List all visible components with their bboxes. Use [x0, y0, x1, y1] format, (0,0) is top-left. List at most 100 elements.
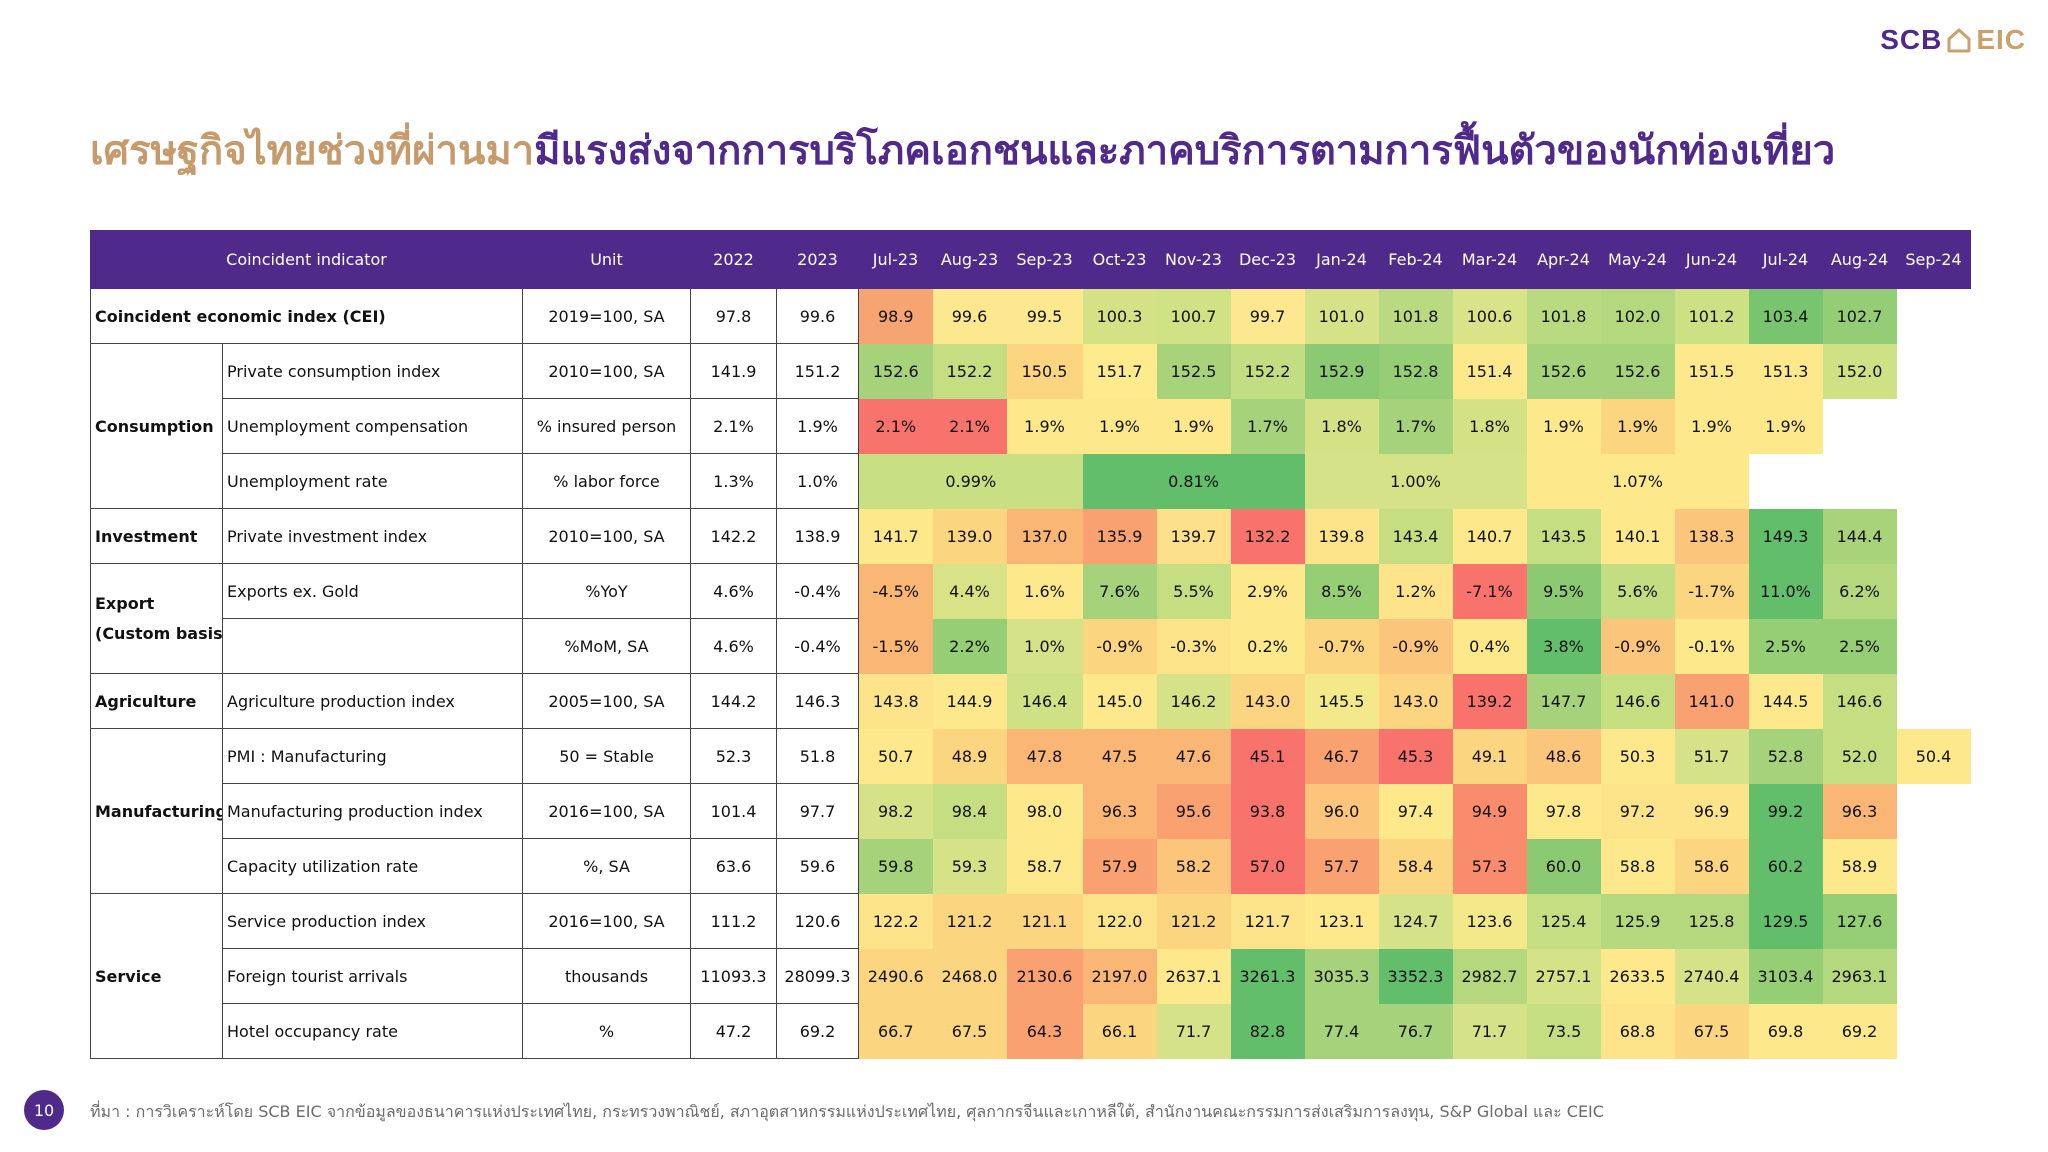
- year-cell: 1.0%: [776, 453, 859, 509]
- month-value-cell: 123.1: [1304, 893, 1379, 949]
- month-value-cell: 45.1: [1230, 728, 1305, 784]
- month-value-cell: 144.9: [932, 673, 1007, 729]
- month-value-cell: 1.9%: [1748, 398, 1823, 454]
- month-value-cell: 94.9: [1452, 783, 1527, 839]
- month-value-cell: 139.8: [1304, 508, 1379, 564]
- month-value-cell: 99.2: [1748, 783, 1823, 839]
- month-value-cell: 129.5: [1748, 893, 1823, 949]
- month-value-cell: 1.2%: [1378, 563, 1453, 619]
- header-month: Nov-23: [1156, 230, 1231, 289]
- indicator-cell: Manufacturing production index: [222, 783, 523, 839]
- month-value-cell: 96.0: [1304, 783, 1379, 839]
- source-note: ที่มา : การวิเคราะห์โดย SCB EIC จากข้อมู…: [90, 1102, 1604, 1121]
- quarter-cell: 0.99%: [858, 453, 1083, 509]
- month-value-cell: 139.2: [1452, 673, 1527, 729]
- month-value-cell: 102.0: [1600, 288, 1675, 344]
- month-value-cell: -0.9%: [1378, 618, 1453, 674]
- year-cell: 11093.3: [690, 948, 777, 1004]
- month-value-cell: 125.8: [1674, 893, 1749, 949]
- indicator-cell: Unemployment rate: [222, 453, 523, 509]
- category-cell: Service: [90, 893, 223, 1059]
- month-value-cell: 151.4: [1452, 343, 1527, 399]
- category-cell: Agriculture: [90, 673, 223, 729]
- unit-cell: 2019=100, SA: [522, 288, 691, 344]
- month-value-cell: 101.8: [1378, 288, 1453, 344]
- month-value-cell: 2740.4: [1674, 948, 1749, 1004]
- month-value-cell: 2.1%: [932, 398, 1007, 454]
- month-value-cell: 2.9%: [1230, 563, 1305, 619]
- month-value-cell: 57.7: [1304, 838, 1379, 894]
- month-value-cell: 11.0%: [1748, 563, 1823, 619]
- year-cell: 141.9: [690, 343, 777, 399]
- month-value-cell: 77.4: [1304, 1003, 1379, 1059]
- year-cell: 28099.3: [776, 948, 859, 1004]
- month-value-cell: 122.2: [858, 893, 933, 949]
- month-value-cell: 95.6: [1156, 783, 1231, 839]
- month-value-cell: 60.0: [1526, 838, 1601, 894]
- month-value-cell: 58.7: [1006, 838, 1083, 894]
- category-cell: Consumption: [90, 343, 223, 509]
- year-cell: 101.4: [690, 783, 777, 839]
- month-value-cell: 52.0: [1822, 728, 1897, 784]
- month-value-cell: 146.6: [1822, 673, 1897, 729]
- month-value-cell: 135.9: [1082, 508, 1157, 564]
- year-cell: 59.6: [776, 838, 859, 894]
- month-value-cell: 143.8: [858, 673, 933, 729]
- month-value-cell: -7.1%: [1452, 563, 1527, 619]
- month-value-cell: 97.2: [1600, 783, 1675, 839]
- table-row: Manufacturing production index 2016=100, …: [91, 783, 1971, 839]
- month-value-cell: -0.3%: [1156, 618, 1231, 674]
- header-month: Jul-24: [1748, 230, 1823, 289]
- month-value-cell: 2633.5: [1600, 948, 1675, 1004]
- month-value-cell: 1.6%: [1006, 563, 1083, 619]
- title-part2: มีแรงส่งจากการบริโภคเอกชนและภาคบริการตาม…: [534, 128, 1836, 174]
- header-month: Apr-24: [1526, 230, 1601, 289]
- unit-cell: 2010=100, SA: [522, 343, 691, 399]
- month-value-cell: 122.0: [1082, 893, 1157, 949]
- quarter-cell: 1.07%: [1526, 453, 1749, 509]
- month-value-cell: 2490.6: [858, 948, 933, 1004]
- month-value-cell: 2.5%: [1748, 618, 1823, 674]
- month-value-cell: 73.5: [1526, 1003, 1601, 1059]
- empty-cell: [1749, 454, 1971, 509]
- month-value-cell: 1.8%: [1452, 398, 1527, 454]
- month-value-cell: 76.7: [1378, 1003, 1453, 1059]
- year-cell: 51.8: [776, 728, 859, 784]
- unit-cell: 50 = Stable: [522, 728, 691, 784]
- table-row: Service Service production index 2016=100,…: [90, 893, 1971, 1059]
- logo-scb-text: SCB: [1880, 24, 1943, 55]
- month-value-cell: 99.5: [1006, 288, 1083, 344]
- month-value-cell: 1.9%: [1006, 398, 1083, 454]
- month-value-cell: 123.6: [1452, 893, 1527, 949]
- month-value-cell: 2.2%: [932, 618, 1007, 674]
- year-cell: 97.8: [690, 288, 777, 344]
- year-cell: 97.7: [776, 783, 859, 839]
- month-value-cell: 3103.4: [1748, 948, 1823, 1004]
- unit-cell: %YoY: [522, 563, 691, 619]
- month-value-cell: 68.8: [1600, 1003, 1675, 1059]
- category-cell: Export (Custom basis): [90, 563, 223, 674]
- header-month: Sep-24: [1896, 230, 1971, 289]
- indicator-cell: PMI : Manufacturing: [222, 728, 523, 784]
- header-month: Jul-23: [858, 230, 933, 289]
- month-value-cell: [1896, 838, 1971, 894]
- month-value-cell: 51.7: [1674, 728, 1749, 784]
- page-title: เศรษฐกิจไทยช่วงที่ผ่านมามีแรงส่งจากการบร…: [90, 118, 2008, 182]
- header-month: Sep-23: [1006, 230, 1083, 289]
- month-value-cell: [1822, 398, 1897, 454]
- month-value-cell: 3.8%: [1526, 618, 1601, 674]
- month-value-cell: 71.7: [1452, 1003, 1527, 1059]
- month-value-cell: 0.2%: [1230, 618, 1305, 674]
- unit-cell: thousands: [522, 948, 691, 1004]
- month-value-cell: 147.7: [1526, 673, 1601, 729]
- indicator-cell: Capacity utilization rate: [222, 838, 523, 894]
- month-value-cell: 121.2: [932, 893, 1007, 949]
- month-value-cell: 1.7%: [1378, 398, 1453, 454]
- month-value-cell: -4.5%: [858, 563, 933, 619]
- month-value-cell: [1896, 893, 1971, 949]
- month-value-cell: 46.7: [1304, 728, 1379, 784]
- month-value-cell: 59.3: [932, 838, 1007, 894]
- month-value-cell: 2130.6: [1006, 948, 1083, 1004]
- month-value-cell: 125.9: [1600, 893, 1675, 949]
- month-value-cell: [1896, 948, 1971, 1004]
